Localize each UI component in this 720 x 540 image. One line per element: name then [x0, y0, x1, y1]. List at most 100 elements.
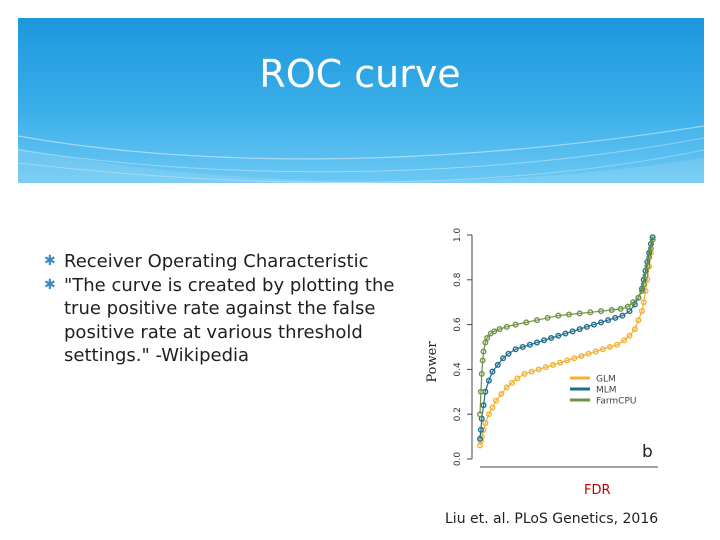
- data-point: [635, 317, 642, 324]
- bullet-item: ✱ "The curve is created by plotting the …: [44, 274, 414, 368]
- data-point: [503, 323, 510, 330]
- data-point: [576, 310, 583, 317]
- data-point: [477, 435, 484, 442]
- data-point: [542, 364, 549, 371]
- asterisk-icon: ✱: [44, 276, 56, 293]
- data-point: [477, 388, 484, 395]
- citation: Liu et. al. PLoS Genetics, 2016: [445, 511, 659, 527]
- y-tick-label: 0.6: [453, 317, 463, 332]
- data-point: [635, 294, 642, 301]
- banner-swoosh: [18, 125, 704, 183]
- data-point: [544, 314, 551, 321]
- data-point: [485, 377, 492, 384]
- data-point: [480, 348, 487, 355]
- data-point: [541, 337, 548, 344]
- bullet-item: ✱ Receiver Operating Characteristic: [44, 250, 414, 274]
- data-point: [569, 328, 576, 335]
- legend-label: GLM: [596, 375, 616, 385]
- data-point: [598, 308, 605, 315]
- data-point: [496, 326, 503, 333]
- data-point: [535, 366, 542, 373]
- series-line-glm: [479, 239, 654, 446]
- data-point: [631, 326, 638, 333]
- data-point: [479, 357, 486, 364]
- data-point: [485, 411, 492, 418]
- data-point: [585, 350, 592, 357]
- data-point: [500, 355, 507, 362]
- data-point: [519, 343, 526, 350]
- data-point: [548, 335, 555, 342]
- data-point: [509, 379, 516, 386]
- data-point: [533, 317, 540, 324]
- data-point: [608, 307, 615, 314]
- slide-title: ROC curve: [259, 52, 461, 96]
- data-point: [576, 326, 583, 333]
- data-point: [521, 370, 528, 377]
- data-point: [503, 384, 510, 391]
- data-point: [614, 341, 621, 348]
- y-tick-label: 0.8: [453, 272, 463, 287]
- data-point: [549, 361, 556, 368]
- data-point: [526, 341, 533, 348]
- data-point: [480, 402, 487, 409]
- data-point: [478, 370, 485, 377]
- data-point: [583, 323, 590, 330]
- y-tick-label: 1.0: [453, 228, 463, 243]
- data-point: [512, 346, 519, 353]
- data-point: [565, 311, 572, 318]
- data-point: [621, 337, 628, 344]
- data-point: [612, 314, 619, 321]
- data-point: [646, 254, 653, 261]
- data-point: [557, 359, 564, 366]
- legend-label: FarmCPU: [596, 397, 636, 407]
- data-point: [638, 308, 645, 315]
- y-tick-label: 0.2: [453, 407, 463, 421]
- data-point: [624, 303, 631, 310]
- data-point: [626, 332, 633, 339]
- legend-label: MLM: [596, 386, 617, 396]
- data-point: [533, 339, 540, 346]
- bullet-list: ✱ Receiver Operating Characteristic ✱ "T…: [44, 250, 414, 368]
- data-point: [630, 299, 637, 306]
- data-point: [619, 312, 626, 319]
- data-point: [528, 368, 535, 375]
- data-point: [647, 245, 654, 252]
- data-point: [617, 305, 624, 312]
- data-point: [605, 317, 612, 324]
- data-point: [638, 287, 645, 294]
- data-point: [477, 426, 484, 433]
- title-banner: [18, 18, 704, 183]
- data-point: [578, 352, 585, 359]
- x-axis-label: FDR: [584, 483, 611, 498]
- data-point: [498, 391, 505, 398]
- data-point: [642, 272, 649, 279]
- data-point: [494, 361, 501, 368]
- data-point: [564, 357, 571, 364]
- data-point: [640, 299, 647, 306]
- data-point: [592, 348, 599, 355]
- data-point: [482, 420, 489, 427]
- data-point: [606, 343, 613, 350]
- data-point: [514, 375, 521, 382]
- data-point: [484, 335, 491, 342]
- panel-label: b: [642, 442, 653, 462]
- data-point: [555, 332, 562, 339]
- data-point: [640, 281, 647, 288]
- data-point: [571, 355, 578, 362]
- data-point: [489, 404, 496, 411]
- data-point: [599, 346, 606, 353]
- data-point: [562, 330, 569, 337]
- data-point: [491, 328, 498, 335]
- data-point: [493, 397, 500, 404]
- data-point: [489, 368, 496, 375]
- y-tick-label: 0.4: [453, 362, 463, 377]
- bullet-text: "The curve is created by plotting the tr…: [64, 274, 395, 367]
- data-point: [477, 411, 484, 418]
- asterisk-icon: ✱: [44, 253, 56, 269]
- data-point: [512, 321, 519, 328]
- roc-chart: 0.0 0.2 0.4 0.6 0.8 1.0 GLM MLM FarmCPU b: [420, 215, 685, 500]
- data-point: [587, 309, 594, 316]
- data-point: [649, 236, 656, 243]
